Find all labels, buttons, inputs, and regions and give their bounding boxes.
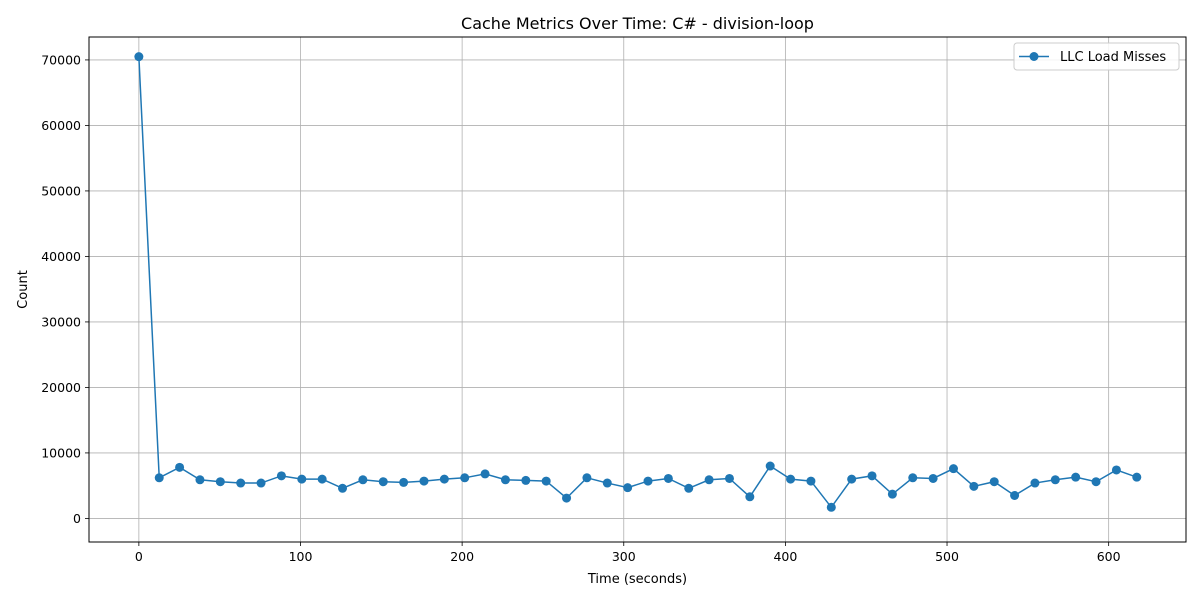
x-axis-label: Time (seconds) xyxy=(587,572,687,587)
axis-ticks: 0 100 200 300 400 500 600 0 10000 20000 30000 40000… xyxy=(41,52,1120,564)
data-point xyxy=(1010,490,1020,500)
legend: LLC Load Misses xyxy=(1013,42,1180,71)
data-point xyxy=(704,475,714,485)
x-tick-label: 500 xyxy=(935,549,959,564)
y-tick-label: 20000 xyxy=(41,380,81,395)
data-point xyxy=(195,475,205,485)
data-point xyxy=(826,502,836,512)
x-tick-label: 0 xyxy=(135,549,143,564)
data-point xyxy=(175,462,185,472)
data-point xyxy=(765,461,775,471)
data-point xyxy=(623,483,633,493)
legend-label: LLC Load Misses xyxy=(1060,50,1166,65)
legend-box xyxy=(1013,42,1180,71)
data-point xyxy=(1071,472,1081,482)
data-point xyxy=(1030,478,1040,488)
plot-frame xyxy=(88,36,1187,543)
data-point xyxy=(541,476,551,486)
data-point xyxy=(867,471,877,481)
data-point xyxy=(948,464,958,474)
data-point xyxy=(1111,465,1121,475)
x-tick-label: 600 xyxy=(1097,549,1121,564)
y-tick-label: 40000 xyxy=(41,249,81,264)
x-tick-label: 200 xyxy=(450,549,474,564)
y-tick-label: 50000 xyxy=(41,183,81,198)
data-point xyxy=(887,489,897,499)
y-tick-label: 10000 xyxy=(41,445,81,460)
y-tick-label: 30000 xyxy=(41,314,81,329)
legend-marker xyxy=(1029,52,1039,61)
data-point xyxy=(256,478,266,488)
data-point xyxy=(399,477,409,487)
data-point xyxy=(908,473,918,483)
data-point xyxy=(215,477,225,487)
data-point xyxy=(643,476,653,486)
x-tick-label: 300 xyxy=(612,549,636,564)
data-point xyxy=(236,478,246,488)
data-point xyxy=(338,483,348,493)
data-point xyxy=(1091,477,1101,487)
data-point xyxy=(602,478,612,488)
data-point xyxy=(134,52,144,62)
data-point xyxy=(439,474,449,484)
data-point xyxy=(460,473,470,483)
data-point xyxy=(480,469,490,479)
y-tick-label: 60000 xyxy=(41,118,81,133)
data-point xyxy=(989,477,999,487)
data-point xyxy=(276,471,286,481)
data-point xyxy=(1050,475,1060,485)
data-point xyxy=(317,474,327,484)
data-point xyxy=(419,476,429,486)
x-tick-label: 400 xyxy=(773,549,797,564)
data-point xyxy=(684,483,694,493)
data-point xyxy=(786,474,796,484)
data-point xyxy=(154,473,164,483)
x-tick-label: 100 xyxy=(289,549,313,564)
y-tick-label: 70000 xyxy=(41,52,81,67)
y-tick-label: 0 xyxy=(73,511,81,526)
data-point xyxy=(724,473,734,483)
data-point xyxy=(1132,472,1142,482)
data-point xyxy=(582,473,592,483)
data-point xyxy=(928,473,938,483)
chart-title: Cache Metrics Over Time: C# - division-l… xyxy=(461,14,814,33)
y-axis-label: Count xyxy=(16,270,31,309)
data-point xyxy=(562,493,572,503)
data-point xyxy=(297,474,307,484)
data-point xyxy=(378,477,388,487)
data-point xyxy=(745,492,755,502)
data-point xyxy=(521,475,531,485)
data-point xyxy=(500,475,510,485)
series-layer xyxy=(134,52,1142,512)
data-point xyxy=(806,476,816,486)
grid-lines xyxy=(89,37,1186,542)
data-point xyxy=(663,473,673,483)
data-point xyxy=(358,475,368,485)
data-point xyxy=(847,474,857,484)
data-point xyxy=(969,481,979,491)
